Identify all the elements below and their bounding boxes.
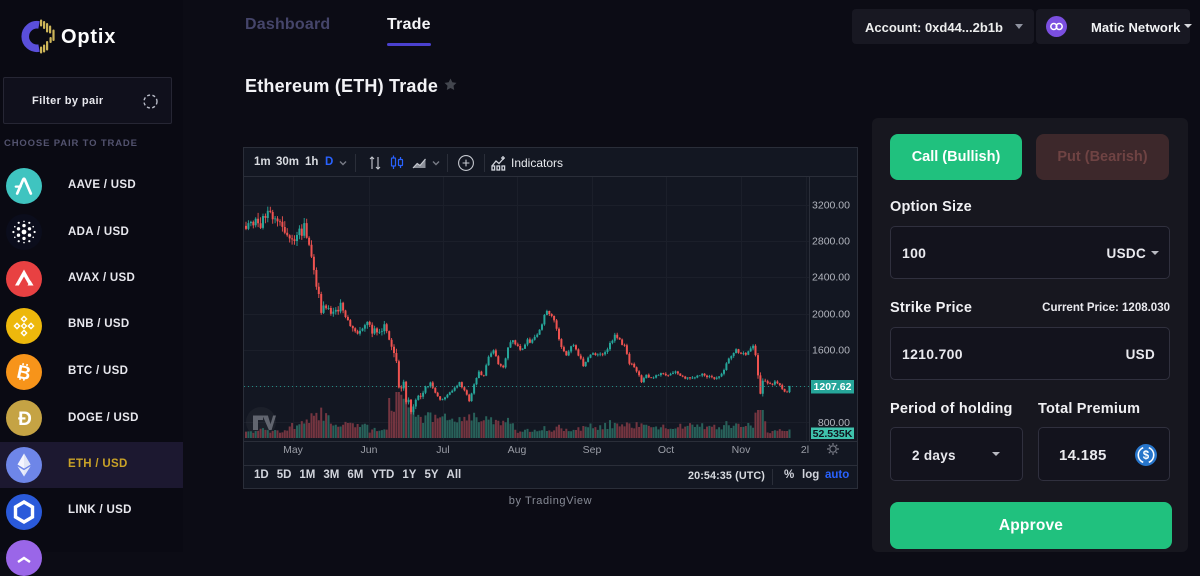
svg-text:2000.00: 2000.00 xyxy=(812,309,850,321)
svg-text:Đ: Đ xyxy=(18,409,32,430)
svg-text:Oct: Oct xyxy=(658,444,674,456)
svg-text:3200.00: 3200.00 xyxy=(812,200,850,212)
svg-text:1600.00: 1600.00 xyxy=(812,345,850,357)
svg-text:800.00: 800.00 xyxy=(818,417,850,429)
svg-text:52.535K: 52.535K xyxy=(813,428,853,440)
svg-text:$: $ xyxy=(1143,450,1150,462)
svg-text:1207.62: 1207.62 xyxy=(814,381,852,393)
svg-text:May: May xyxy=(283,444,304,456)
svg-text:Sep: Sep xyxy=(583,444,602,456)
svg-text:2800.00: 2800.00 xyxy=(812,236,850,248)
svg-text:2l: 2l xyxy=(801,444,809,456)
svg-text:2400.00: 2400.00 xyxy=(812,272,850,284)
svg-text:Jun: Jun xyxy=(361,444,378,456)
svg-text:Aug: Aug xyxy=(508,444,527,456)
svg-text:Nov: Nov xyxy=(732,444,751,456)
svg-text:Jul: Jul xyxy=(436,444,449,456)
